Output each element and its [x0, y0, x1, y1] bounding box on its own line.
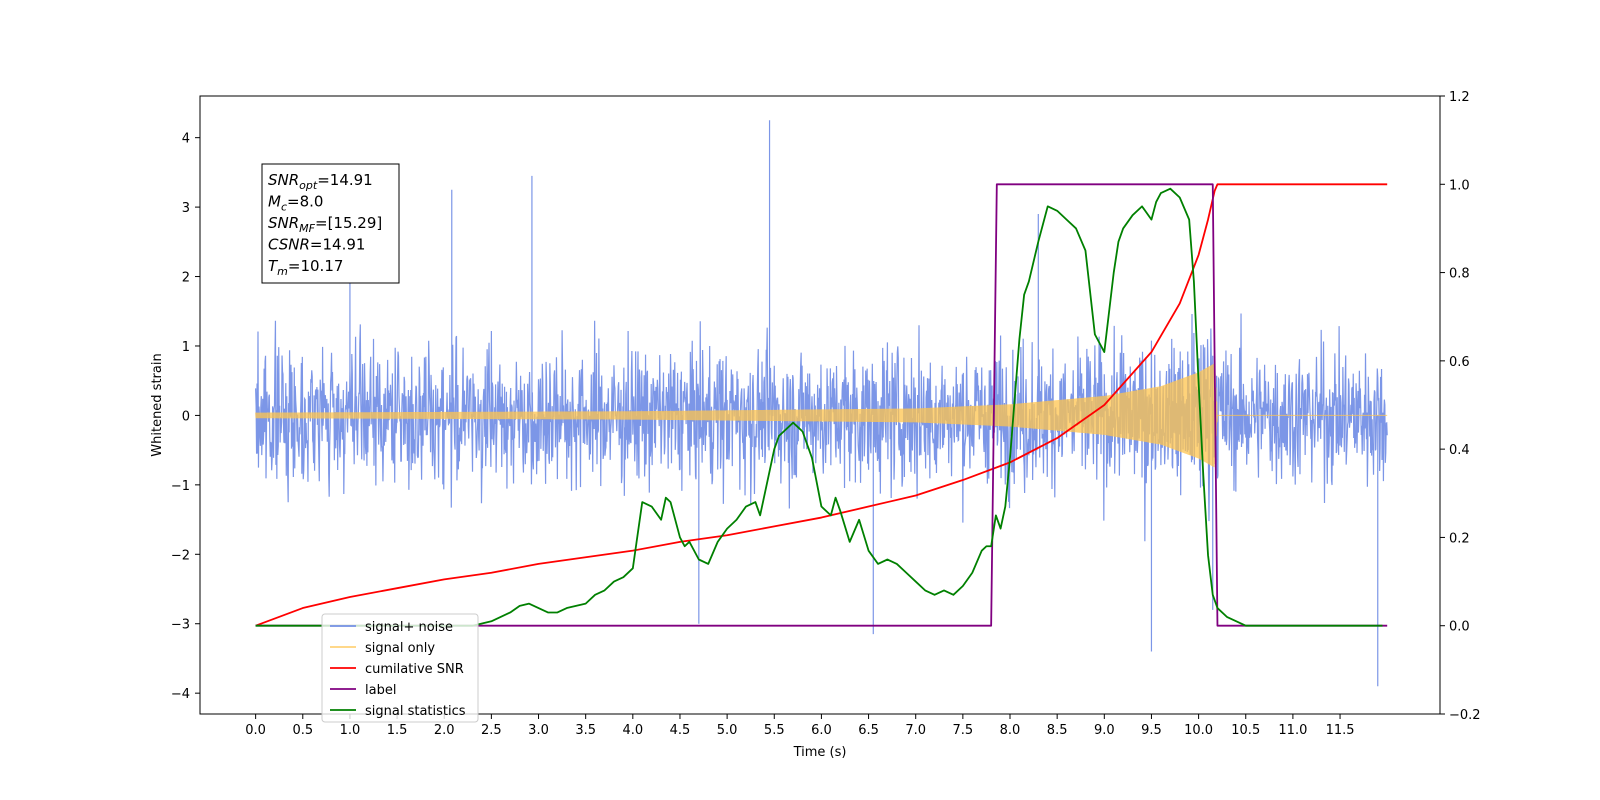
- legend-label: signal statistics: [365, 704, 466, 719]
- plot-area: [255, 120, 1388, 687]
- y-tick-label: 0: [182, 409, 190, 424]
- x-tick-label: 7.0: [905, 723, 926, 738]
- x-tick-label: 5.0: [717, 723, 738, 738]
- x-tick-label: 8.5: [1047, 723, 1068, 738]
- legend-item: label: [330, 683, 396, 698]
- annotation-line: SNRMF=[15.29]: [268, 214, 382, 235]
- y2-tick-label: 0.8: [1449, 267, 1470, 282]
- annotation-box-frame: [261, 163, 400, 284]
- series-cumulative-snr: [255, 183, 1388, 627]
- axes-frame: [199, 95, 1441, 715]
- legend-label: cumilative SNR: [365, 662, 464, 677]
- series-signal-statistics: [255, 187, 1383, 627]
- x-tick-label: 7.5: [953, 723, 974, 738]
- x-tick-label: 1.5: [387, 723, 408, 738]
- x-tick-label: 0.5: [292, 723, 313, 738]
- annotation-line: SNRopt=14.91: [268, 171, 373, 192]
- legend: signal+ noise signal only cumilative SNR la…: [321, 613, 479, 723]
- y2-tick-label: 0.6: [1449, 355, 1470, 370]
- y2-tick-label: 1.0: [1449, 178, 1470, 193]
- annotation-line: CSNR=14.91: [268, 236, 365, 254]
- x-tick-label: 8.0: [1000, 723, 1021, 738]
- y-tick-label: −1: [171, 479, 190, 494]
- x-tick-label: 5.5: [764, 723, 785, 738]
- y-tick-label: 3: [182, 201, 190, 216]
- x-tick-label: 2.0: [434, 723, 455, 738]
- y2-tick-label: 0.4: [1449, 443, 1470, 458]
- y-tick-label: −4: [171, 687, 190, 702]
- x-tick-label: 10.5: [1231, 723, 1260, 738]
- legend-label: signal only: [365, 641, 435, 656]
- x-tick-label: 11.5: [1326, 723, 1355, 738]
- x-tick-label: 1.0: [340, 723, 361, 738]
- x-tick-label: 6.0: [811, 723, 832, 738]
- x-tick-label: 3.5: [575, 723, 596, 738]
- annotation-line: Tm=10.17: [268, 257, 343, 278]
- legend-label: signal+ noise: [365, 620, 453, 635]
- annotation-line: Mc=8.0: [268, 193, 323, 214]
- legend-label: label: [365, 683, 396, 698]
- annotation-box: SNRopt=14.91Mc=8.0SNRMF=[15.29]CSNR=14.9…: [261, 163, 400, 284]
- x-tick-label: 6.5: [858, 723, 879, 738]
- y-tick-label: 2: [182, 271, 190, 286]
- y-tick-label: −2: [171, 548, 190, 563]
- x-tick-label: 10.0: [1184, 723, 1213, 738]
- legend-item: cumilative SNR: [330, 662, 464, 677]
- legend-item: signal only: [330, 641, 435, 656]
- y2-tick-label: −0.2: [1449, 708, 1481, 723]
- x-tick-label: 2.5: [481, 723, 502, 738]
- legend-item: signal+ noise: [330, 620, 453, 635]
- y-axis-right: −0.2 0.0 0.2 0.4 0.6 0.8 1.0 1.2: [1440, 90, 1481, 723]
- y-axis-left: −4 −3 −2 −1 0 1 2 3 4: [171, 132, 200, 702]
- x-tick-label: 11.0: [1278, 723, 1307, 738]
- x-tick-label: 9.0: [1094, 723, 1115, 738]
- y2-tick-label: 0.0: [1449, 620, 1470, 635]
- y-axis-label: Whitened strain: [150, 353, 165, 456]
- y2-tick-label: 0.2: [1449, 531, 1470, 546]
- x-tick-label: 4.0: [622, 723, 643, 738]
- y2-tick-label: 1.2: [1449, 90, 1470, 105]
- series-signal-noise: [255, 120, 1388, 687]
- x-tick-label: 3.0: [528, 723, 549, 738]
- x-tick-label: 4.5: [670, 723, 691, 738]
- series-layer: [255, 120, 1388, 687]
- x-axis-label: Time (s): [793, 745, 847, 760]
- y-tick-label: 1: [182, 340, 190, 355]
- y-tick-label: 4: [182, 132, 190, 147]
- x-tick-label: 0.0: [245, 723, 266, 738]
- x-axis: 0.0 0.5 1.0 1.5 2.0 2.5 3.0 3.5 4.0 4.5 5.0 5.5 6.0 6…: [245, 714, 1355, 738]
- legend-item: signal statistics: [330, 704, 466, 719]
- legend-frame: [321, 613, 479, 723]
- x-tick-label: 9.5: [1141, 723, 1162, 738]
- y-tick-label: −3: [171, 618, 190, 633]
